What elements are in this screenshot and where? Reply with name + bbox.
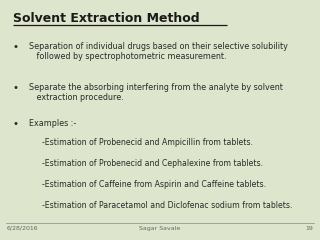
Text: Sagar Savale: Sagar Savale — [140, 226, 180, 231]
Text: -Estimation of Paracetamol and Diclofenac sodium from tablets.: -Estimation of Paracetamol and Diclofena… — [42, 201, 292, 210]
Text: Solvent Extraction Method: Solvent Extraction Method — [13, 12, 199, 25]
Text: •: • — [13, 42, 19, 52]
Text: 19: 19 — [306, 226, 314, 231]
Text: 6/28/2016: 6/28/2016 — [6, 226, 38, 231]
Text: •: • — [13, 83, 19, 93]
Text: -Estimation of Probenecid and Ampicillin from tablets.: -Estimation of Probenecid and Ampicillin… — [42, 138, 252, 147]
Text: -Estimation of Caffeine from Aspirin and Caffeine tablets.: -Estimation of Caffeine from Aspirin and… — [42, 180, 266, 189]
Text: -Estimation of Probenecid and Cephalexine from tablets.: -Estimation of Probenecid and Cephalexin… — [42, 159, 263, 168]
Text: •: • — [13, 119, 19, 129]
Text: Examples :-: Examples :- — [29, 119, 76, 128]
Text: Separate the absorbing interfering from the analyte by solvent
   extraction pro: Separate the absorbing interfering from … — [29, 83, 283, 102]
Text: Separation of individual drugs based on their selective solubility
   followed b: Separation of individual drugs based on … — [29, 42, 288, 61]
